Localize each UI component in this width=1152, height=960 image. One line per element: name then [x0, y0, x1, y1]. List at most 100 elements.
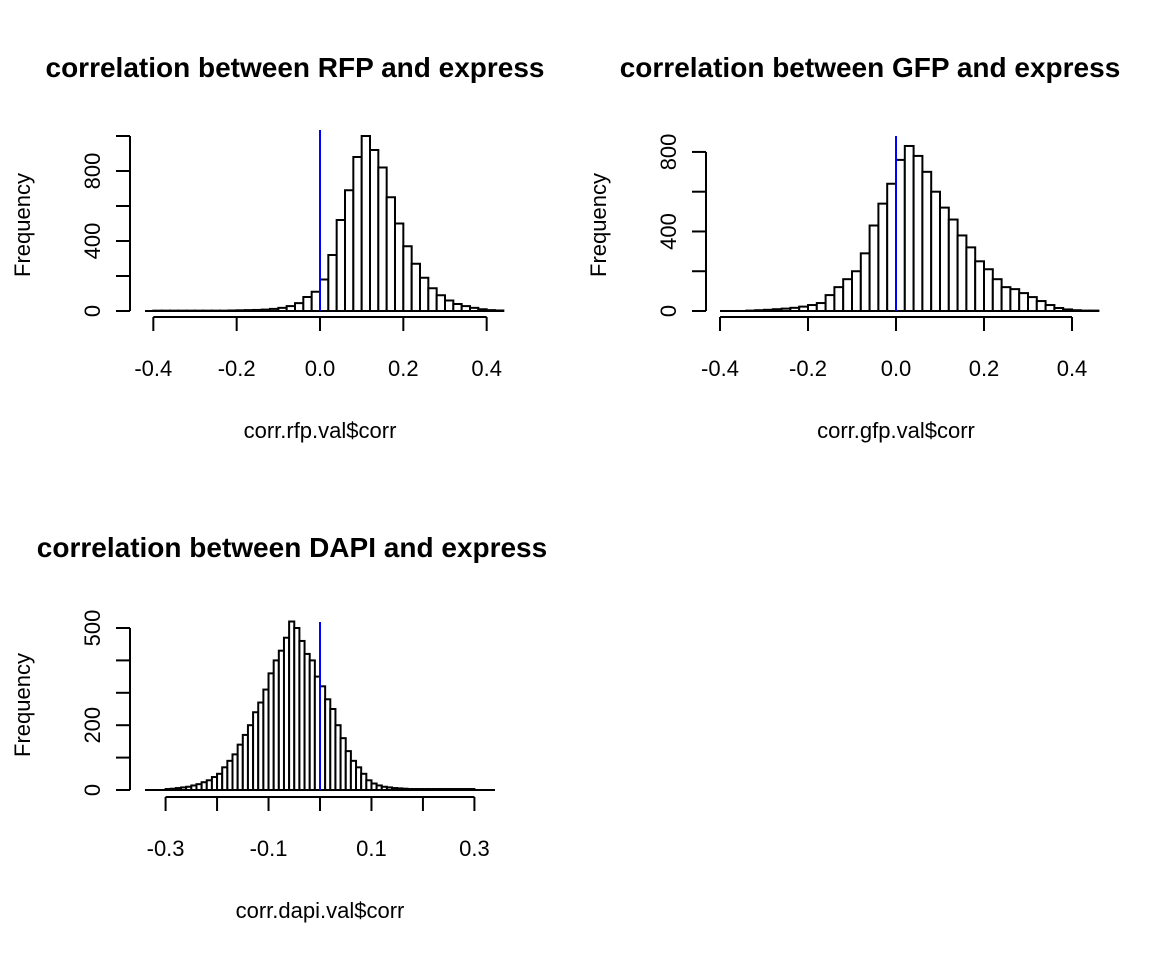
- x-axis: -0.4 -0.2 0.0 0.2 0.4: [701, 316, 1088, 381]
- histogram-bar: [235, 309, 247, 312]
- histogram-bar: [1035, 300, 1047, 313]
- x-axis: -0.3 -0.1 0.1 0.3: [147, 796, 490, 861]
- histogram-bar: [419, 276, 430, 312]
- histogram-bar: [771, 308, 783, 313]
- histogram-bar: [477, 308, 488, 312]
- x-tick-label: 0.0: [305, 356, 336, 381]
- histogram-bar: [310, 290, 321, 312]
- histogram-bar: [939, 206, 950, 313]
- histogram-bar: [1053, 307, 1065, 312]
- histogram-bar: [277, 306, 288, 313]
- x-axis: -0.4 -0.2 0.0 0.2 0.4: [134, 316, 502, 381]
- histogram-bar: [427, 287, 438, 312]
- histogram-bar: [260, 308, 271, 313]
- x-tick-label: 0.3: [459, 836, 490, 861]
- panel-gfp-histogram: correlation between GFP and express corr…: [586, 52, 1120, 443]
- x-tick-label: 0.4: [471, 356, 502, 381]
- histogram-bar: [227, 309, 238, 313]
- histogram-bar: [974, 260, 986, 313]
- histogram-bar: [319, 278, 330, 312]
- y-axis: 0 400 800: [656, 134, 707, 317]
- histogram-bar: [452, 303, 463, 312]
- x-axis-label: corr.dapi.val$corr: [236, 898, 405, 923]
- y-tick-label: 200: [80, 707, 105, 744]
- y-axis: 0 400 800: [80, 135, 131, 317]
- y-tick-label: 400: [656, 213, 681, 250]
- bar-group: [720, 136, 1100, 313]
- histogram-bar: [1027, 296, 1038, 313]
- y-tick-label: 500: [80, 610, 105, 647]
- histogram-bar: [294, 302, 305, 312]
- x-tick-label: 0.0: [881, 356, 912, 381]
- histogram-bar: [360, 135, 371, 312]
- histogram-bar: [344, 189, 355, 312]
- histogram-bar: [468, 788, 476, 792]
- panel-rfp-histogram: correlation between RFP and express corr…: [10, 52, 544, 443]
- histogram-bar: [886, 182, 898, 312]
- histogram-bar: [402, 245, 413, 312]
- y-axis-label: Frequency: [586, 173, 611, 277]
- y-tick-label: 0: [80, 784, 105, 796]
- histogram-bar: [859, 252, 871, 312]
- histogram-bar: [252, 308, 263, 313]
- histogram-bar: [394, 222, 405, 312]
- chart-title: correlation between DAPI and express: [37, 532, 547, 563]
- histogram-bar: [798, 305, 810, 313]
- histogram-bar: [842, 278, 854, 312]
- histogram-bar: [1000, 286, 1012, 312]
- histogram-bar: [921, 170, 933, 312]
- histogram-bar: [485, 309, 496, 312]
- histogram-bar: [763, 308, 774, 313]
- x-tick-label: -0.1: [250, 836, 288, 861]
- y-tick-label: 800: [656, 134, 681, 171]
- histogram-bar: [983, 268, 994, 313]
- x-axis-label: corr.rfp.val$corr: [244, 418, 397, 443]
- histogram-bar: [1018, 292, 1030, 313]
- x-tick-label: 0.2: [388, 356, 419, 381]
- y-tick-label: 400: [80, 223, 105, 260]
- histogram-bar: [1009, 288, 1021, 313]
- y-axis: 0 200 500: [80, 610, 131, 796]
- histogram-bar: [947, 218, 959, 313]
- y-axis-label: Frequency: [10, 173, 35, 277]
- histogram-bar: [868, 224, 880, 313]
- histogram-bar: [444, 299, 455, 312]
- histogram-bar: [244, 309, 255, 312]
- histogram-bar: [285, 305, 296, 313]
- x-axis-label: corr.gfp.val$corr: [817, 418, 975, 443]
- histogram-bar: [991, 278, 1003, 312]
- x-tick-label: -0.2: [218, 356, 256, 381]
- histogram-bar: [269, 307, 280, 312]
- bar-group: [145, 620, 495, 792]
- y-tick-label: 800: [80, 153, 105, 190]
- histogram-bar: [435, 294, 446, 312]
- histogram-bar: [385, 196, 396, 312]
- histogram-bar: [903, 144, 915, 312]
- histogram-bar: [956, 234, 968, 312]
- histogram-bar: [469, 306, 480, 313]
- histogram-bar: [815, 302, 827, 312]
- x-tick-label: -0.2: [789, 356, 827, 381]
- histogram-bar: [369, 149, 380, 312]
- x-tick-label: -0.4: [134, 356, 172, 381]
- histogram-bar: [912, 154, 924, 312]
- histogram-bar: [789, 306, 801, 312]
- histogram-bar: [377, 166, 388, 312]
- histogram-bar: [824, 294, 836, 312]
- y-tick-label: 0: [656, 305, 681, 317]
- histogram-bar: [754, 309, 766, 313]
- x-tick-label: -0.4: [701, 356, 739, 381]
- histogram-bar: [335, 219, 346, 312]
- histogram-bar: [352, 156, 363, 312]
- histogram-bar: [930, 190, 942, 313]
- chart-title: correlation between GFP and express: [620, 52, 1121, 83]
- histogram-bar: [807, 304, 818, 313]
- histogram-bar: [965, 246, 977, 312]
- x-tick-label: 0.4: [1057, 356, 1088, 381]
- histogram-bar: [494, 309, 505, 313]
- histogram-bar: [877, 202, 889, 313]
- panel-dapi-histogram: correlation between DAPI and express cor…: [10, 532, 547, 923]
- histogram-bar: [327, 254, 338, 312]
- histogram-bar: [895, 158, 906, 312]
- x-tick-label: -0.3: [147, 836, 185, 861]
